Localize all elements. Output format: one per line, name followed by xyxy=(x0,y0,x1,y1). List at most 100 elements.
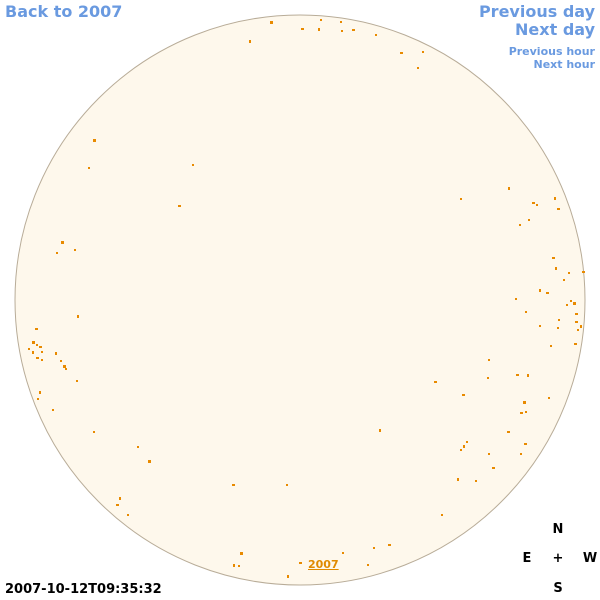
sunspot-marker xyxy=(508,187,510,190)
sunspot-marker xyxy=(36,357,39,359)
sunspot-marker xyxy=(388,544,391,546)
sunspot-marker xyxy=(539,289,541,292)
sunspot-marker xyxy=(341,30,343,32)
sunspot-marker xyxy=(35,328,38,330)
sunspot-marker xyxy=(320,19,322,21)
sunspot-marker xyxy=(520,412,523,414)
sunspot-marker xyxy=(299,562,302,564)
sunspot-marker xyxy=(488,359,490,361)
compass-south: S xyxy=(553,581,563,596)
sunspot-marker xyxy=(318,28,320,31)
sunspot-marker xyxy=(568,272,570,274)
sunspot-marker xyxy=(520,453,522,455)
sunspot-marker xyxy=(192,164,194,166)
sunspot-marker xyxy=(558,319,560,321)
sunspot-marker xyxy=(457,478,459,481)
sunspot-marker xyxy=(536,204,538,206)
sunspot-marker xyxy=(373,547,375,549)
sunspot-marker xyxy=(487,377,489,379)
sunspot-marker xyxy=(76,380,78,382)
sunspot-marker xyxy=(516,374,519,376)
next-hour-link[interactable]: Next hour xyxy=(533,58,596,71)
observation-timestamp: 2007-10-12T09:35:32 xyxy=(5,582,162,597)
sunspot-marker xyxy=(519,224,521,226)
sunspot-marker xyxy=(475,480,477,482)
sunspot-marker xyxy=(532,202,535,204)
sunspot-marker xyxy=(539,325,541,327)
sunspot-marker xyxy=(582,271,585,273)
sunspot-marker xyxy=(61,241,64,244)
sunspot-marker xyxy=(28,348,30,350)
sunspot-marker xyxy=(52,409,54,411)
sunspot-marker xyxy=(525,311,527,313)
sunspot-marker xyxy=(119,497,121,500)
sunspot-marker xyxy=(434,381,437,383)
sunspot-marker xyxy=(77,315,79,318)
sunspot-marker xyxy=(342,552,344,554)
sunspot-marker xyxy=(65,368,67,370)
compass-east: E xyxy=(522,551,532,566)
sunspot-marker xyxy=(460,198,462,200)
sunspot-marker xyxy=(286,484,288,486)
sunspot-markers xyxy=(28,19,585,578)
sunspot-marker xyxy=(566,304,568,306)
sunspot-marker xyxy=(88,167,90,169)
sunspot-marker xyxy=(507,431,510,433)
next-day-link[interactable]: Next day xyxy=(515,20,595,39)
sunspot-marker xyxy=(524,443,527,445)
sunspot-marker xyxy=(116,504,119,506)
sunspot-marker xyxy=(41,351,43,353)
sunspot-marker xyxy=(555,267,557,270)
sunspot-marker xyxy=(557,327,559,329)
sunspot-marker xyxy=(127,514,129,516)
previous-hour-link[interactable]: Previous hour xyxy=(508,45,595,58)
sunspot-marker xyxy=(340,21,342,23)
sunspot-marker xyxy=(32,341,35,344)
sunspot-marker xyxy=(525,411,527,413)
sunspot-marker xyxy=(577,329,579,331)
sunspot-marker xyxy=(575,321,578,323)
sunspot-marker xyxy=(557,208,560,210)
sunspot-marker xyxy=(238,565,240,567)
sunspot-marker xyxy=(39,346,42,348)
solar-disk xyxy=(14,14,586,586)
sunspot-marker xyxy=(460,449,462,451)
year-link[interactable]: 2007 xyxy=(308,558,339,571)
sunspot-marker xyxy=(422,51,424,53)
sunspot-marker xyxy=(462,394,465,396)
back-to-year-link[interactable]: Back to 2007 xyxy=(5,2,123,21)
sunspot-marker xyxy=(301,28,304,30)
sunspot-marker xyxy=(492,467,495,469)
sunspot-marker xyxy=(466,441,468,443)
sunspot-marker xyxy=(367,564,369,566)
sunspot-marker xyxy=(352,29,355,31)
sunspot-marker xyxy=(400,52,403,54)
sunspot-marker xyxy=(74,249,76,251)
sunspot-marker xyxy=(548,397,550,399)
sunspot-marker xyxy=(375,34,377,36)
sunspot-marker xyxy=(36,344,38,346)
sunspot-marker xyxy=(93,139,96,142)
sunspot-marker xyxy=(573,302,576,305)
sunspot-marker xyxy=(580,325,582,328)
sunspot-marker xyxy=(563,279,565,281)
compass-center: + xyxy=(552,551,564,566)
sunspot-marker xyxy=(379,429,381,432)
sunspot-marker xyxy=(240,552,243,555)
sunspot-marker xyxy=(554,197,556,200)
sunspot-marker xyxy=(37,398,39,400)
sunspot-marker xyxy=(60,360,62,362)
sunspot-marker xyxy=(233,564,235,567)
sunspot-marker xyxy=(178,205,181,207)
sunspot-marker xyxy=(39,391,41,394)
sunspot-marker xyxy=(523,401,526,404)
sunspot-marker xyxy=(575,313,578,315)
sunspot-marker xyxy=(56,252,58,254)
sunspot-marker xyxy=(488,453,490,455)
sunspot-marker xyxy=(463,445,465,448)
previous-day-link[interactable]: Previous day xyxy=(478,2,595,21)
sunspot-marker xyxy=(574,343,577,345)
sunspot-marker xyxy=(93,431,95,433)
sunspot-marker xyxy=(148,460,151,463)
